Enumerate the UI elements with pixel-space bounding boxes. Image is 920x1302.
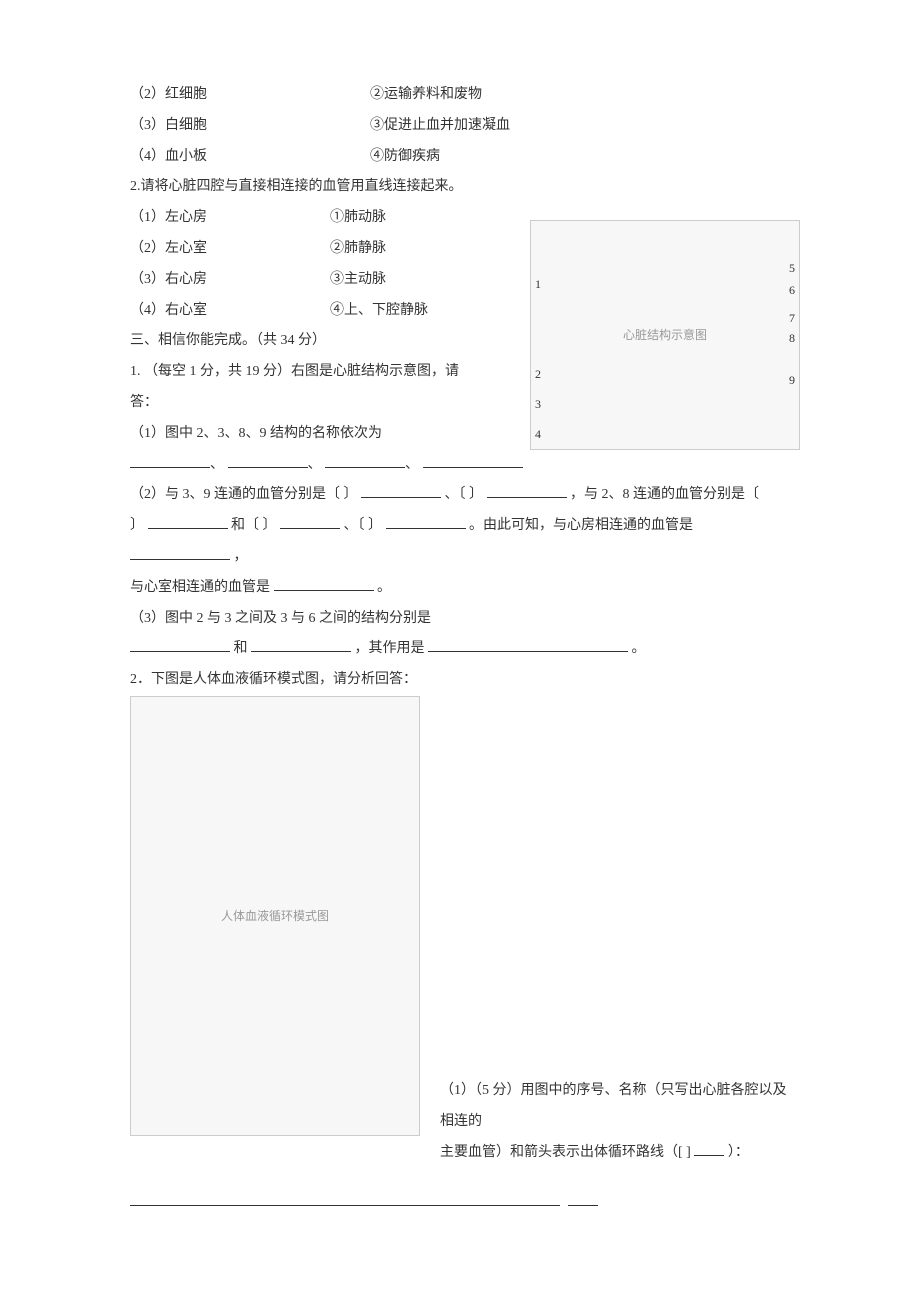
blank[interactable] xyxy=(251,636,351,653)
heart-label-1: 1 xyxy=(535,271,541,297)
heart-label-3: 3 xyxy=(535,391,541,417)
q2-sub1: （1）（5 分）用图中的序号、名称（只写出心脏各腔以及相连的 主要血管）和箭头表… xyxy=(440,696,790,1168)
blank[interactable] xyxy=(280,512,340,529)
heart-label-9: 9 xyxy=(789,367,795,393)
q1-sub3-b: 和 xyxy=(234,641,248,656)
match-row: （2）红细胞 ②运输养料和废物 xyxy=(130,80,790,111)
q1-stem-a: 1. （每空 1 分，共 19 分）右图是心脏结构示意图，请 xyxy=(130,364,459,379)
heart-label-8: 8 xyxy=(789,325,795,351)
q1-sub2-f: 、〔 〕 xyxy=(344,518,383,533)
heart-left-label: （3）右心房 xyxy=(130,265,330,296)
q1-sub3: （3）图中 2 与 3 之间及 3 与 6 之间的结构分别是 和 ，其作用是 。 xyxy=(130,604,790,666)
q1-sub2-d: 〕 xyxy=(130,518,144,533)
q1-sub2-g: 。由此可知，与心房相连通的血管是 xyxy=(469,518,693,533)
q2-sub1-line2: 主要血管）和箭头表示出体循环路线（[ ] ）： xyxy=(440,1138,790,1169)
heart-right-label: ④上、下腔静脉 xyxy=(330,296,428,327)
answer-line xyxy=(130,1188,790,1219)
blank[interactable] xyxy=(148,512,228,529)
blank[interactable] xyxy=(130,451,210,468)
q1-sub2-e: 和〔 〕 xyxy=(231,518,277,533)
matching-group-1: （2）红细胞 ②运输养料和废物 （3）白细胞 ③促进止血并加速凝血 （4）血小板… xyxy=(130,80,790,172)
blank[interactable] xyxy=(228,451,308,468)
heart-label-4: 4 xyxy=(535,421,541,447)
blank[interactable] xyxy=(487,482,567,499)
heart-diagram-placeholder: 心脏结构示意图 xyxy=(623,322,707,348)
blank[interactable] xyxy=(386,512,466,529)
blank[interactable] xyxy=(274,574,374,591)
match-left-label: （2）红细胞 xyxy=(130,80,370,111)
q1-sub3-d: 。 xyxy=(632,641,646,656)
heart-diagram-figure: 心脏结构示意图 1 2 3 4 5 6 7 8 9 xyxy=(530,220,800,450)
circulation-diagram-figure: 人体血液循环模式图 xyxy=(130,696,420,1136)
q2-sub1-a: （1）（5 分）用图中的序号、名称（只写出心脏各腔以及相连的 xyxy=(440,1076,790,1138)
q1-sub2-b: 、〔 〕 xyxy=(445,487,484,502)
blank[interactable] xyxy=(694,1139,724,1156)
q1-sub2-h: ， xyxy=(234,549,248,564)
match-right-label: ③促进止血并加速凝血 xyxy=(370,111,510,142)
match-right-label: ②运输养料和废物 xyxy=(370,80,482,111)
q2-sub1-c: ）： xyxy=(728,1145,749,1160)
heart-left-label: （2）左心室 xyxy=(130,234,330,265)
heart-right-label: ②肺静脉 xyxy=(330,234,386,265)
heart-right-label: ③主动脉 xyxy=(330,265,386,296)
blank[interactable] xyxy=(423,451,523,468)
match-row: （4）血小板 ④防御疾病 xyxy=(130,142,790,173)
question-2-body: 人体血液循环模式图 （1）（5 分）用图中的序号、名称（只写出心脏各腔以及相连的… xyxy=(130,696,790,1168)
q1-sub2-j: 。 xyxy=(377,580,391,595)
blank[interactable] xyxy=(130,636,230,653)
circulation-diagram-placeholder: 人体血液循环模式图 xyxy=(221,903,329,929)
heart-label-6: 6 xyxy=(789,277,795,303)
match-right-label: ④防御疾病 xyxy=(370,142,440,173)
q1-sub3-a: （3）图中 2 与 3 之间及 3 与 6 之间的结构分别是 xyxy=(130,611,431,626)
heart-label-2: 2 xyxy=(535,361,541,387)
heart-right-label: ①肺动脉 xyxy=(330,203,386,234)
q1-sub3-c: ，其作用是 xyxy=(355,641,425,656)
match-left-label: （4）血小板 xyxy=(130,142,370,173)
heart-left-label: （1）左心房 xyxy=(130,203,330,234)
blank[interactable] xyxy=(428,636,628,653)
match-left-label: （3）白细胞 xyxy=(130,111,370,142)
heart-left-label: （4）右心室 xyxy=(130,296,330,327)
matching-group-2-intro: 2.请将心脏四腔与直接相连接的血管用直线连接起来。 xyxy=(130,172,790,203)
q1-sub1-blanks: 、 、 、 xyxy=(130,450,790,481)
q1-sub2-a: （2）与 3、9 连通的血管分别是〔 〕 xyxy=(130,487,358,502)
q2-sub1-b: 主要血管）和箭头表示出体循环路线（[ ] xyxy=(440,1145,691,1160)
match-row: （3）白细胞 ③促进止血并加速凝血 xyxy=(130,111,790,142)
blank[interactable] xyxy=(325,451,405,468)
q1-sub2-c: ，与 2、8 连通的血管分别是〔 xyxy=(570,487,759,502)
blank-long[interactable] xyxy=(130,1190,560,1207)
blank[interactable] xyxy=(361,482,441,499)
q1-sub2: （2）与 3、9 连通的血管分别是〔 〕 、〔 〕 ，与 2、8 连通的血管分别… xyxy=(130,480,790,603)
question-2-stem: 2．下图是人体血液循环模式图，请分析回答： xyxy=(130,665,790,696)
q1-sub2-i: 与心室相连通的血管是 xyxy=(130,580,270,595)
blank-short[interactable] xyxy=(568,1190,598,1207)
blank[interactable] xyxy=(130,543,230,560)
